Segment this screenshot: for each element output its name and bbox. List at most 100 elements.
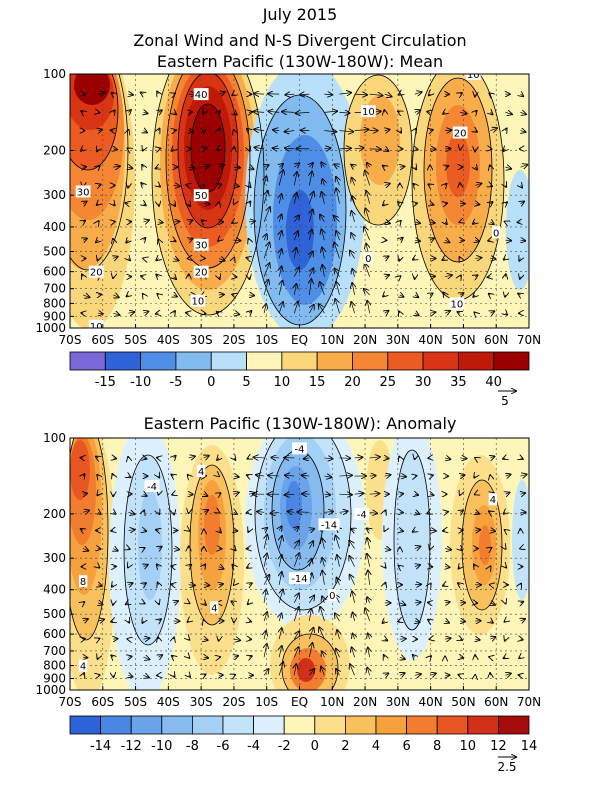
mean-vector-arrow [309,171,312,186]
anomaly-vector-arrow [264,631,266,640]
mean-vector-arrow [473,222,475,224]
mean-colorbar-label: 35 [450,375,467,390]
mean-contour-label: 20 [88,265,104,279]
anomaly-vector-arrow [322,558,324,567]
anomaly-vector-arrow [520,619,525,621]
mean-vector-arrow [490,112,492,114]
anomaly-vector-arrow [204,639,208,640]
anomaly-vector-arrow [414,602,421,603]
anomaly-vector-arrow [369,476,376,477]
mean-vector-arrow [98,166,99,167]
anomaly-x-tick-label: 60S [91,695,114,709]
mean-vector-arrow [204,148,207,149]
mean-vector-arrow [249,167,254,169]
mean-contour-label-bg [449,297,465,310]
mean-colorbar-swatch [104,351,142,371]
anomaly-vector-arrow [504,512,506,513]
mean-vector-arrow [97,204,98,205]
anomaly-x-tick-label: 60N [484,695,508,709]
anomaly-vector-arrow [234,492,239,494]
anomaly-x-tick-label: 40N [419,695,443,709]
anomaly-vector-scale-label: 2.5 [497,760,516,774]
anomaly-vector-arrow [188,621,189,622]
mean-vector-arrow [294,231,298,241]
anom-blob-eq-neg-6 [286,481,302,529]
mean-vector-arrow [219,184,221,185]
anomaly-vector-arrow [128,656,131,657]
mean-colorbar-label: 15 [309,375,326,390]
mean-vector-arrow [112,93,114,94]
anomaly-vector-arrow [428,620,430,621]
anomaly-vector-arrow [83,474,84,476]
anomaly-vector-arrow [203,585,209,586]
anomaly-contour-label: -4 [292,442,307,455]
anomaly-vector-arrow [459,567,461,569]
anomaly-vector-arrow [367,668,369,676]
anomaly-vector-arrow [204,456,209,458]
anomaly-vector-arrow [174,675,175,677]
mean-vector-arrow [98,130,102,131]
mean-vector-arrow [520,165,527,167]
mean-vector-arrow [520,240,525,241]
mean-contour-label-bg [452,126,468,139]
mean-vector-arrow [413,258,415,259]
anomaly-vector-arrow [83,549,88,551]
anomaly-vector-arrow [335,536,339,549]
mean-vector-arrow [279,231,282,241]
mean-vector-arrow [475,183,481,185]
anomaly-vector-arrow [304,458,310,459]
mean-colorbar-swatch [69,351,106,371]
mean-vector-arrow [254,147,265,148]
mean-contour-label-text: 30 [195,241,208,252]
mean-vector-arrow [174,295,177,297]
anomaly-vector-arrow [81,529,83,530]
mean-vector-arrow [264,191,268,204]
mean-vector-arrow [174,240,176,241]
mean-vector-arrow [366,191,369,204]
anomaly-vector-arrow [248,603,249,604]
anomaly-colorbar-swatch [283,715,316,735]
mean-contour-label-text: 0 [493,228,499,239]
mean-colorbar-label: -15 [95,375,116,390]
mean-vector-arrow [143,238,145,240]
mean-vector-arrow [249,311,251,313]
anomaly-contour-labels: -4 4 -4 8 4 4 4 -4 -14 -14 0 [78,442,498,673]
anomaly-colorbar-label: 6 [402,739,410,754]
anomaly-vector-arrow [503,458,505,459]
mean-contour-label: 40 [193,88,209,101]
mean-contour-label-text: 20 [454,129,467,140]
anomaly-vector-arrow [369,512,377,513]
anomaly-vector-arrow [324,476,331,477]
mean-vector-arrow [98,313,103,314]
mean-contour-label-bg [465,74,481,80]
anomaly-y-tick-label: 100 [43,431,66,445]
mean-vector-arrow [475,258,481,259]
mean-vector-arrow [385,222,390,224]
mean-vector-arrow [352,196,355,204]
mean-vector-arrow [365,171,370,186]
anomaly-colorbar-label: 8 [433,739,441,754]
mean-vector-arrow [309,192,313,204]
mean-vector-arrow [385,130,390,131]
mean-vector-arrow [352,283,354,296]
anomaly-vector-arrow [172,494,173,495]
mean-x-tick-label: 70S [59,333,82,347]
anomaly-vector-arrow [505,474,510,476]
mean-vector-arrow [113,257,117,259]
mean-contour-label-text: 20 [195,268,208,279]
mean-vector-arrow [490,222,493,224]
anomaly-vector-arrow [189,639,190,640]
mean-colorbar: -15 -10 -5 0 5 10 15 20 25 30 35 40 [69,351,530,390]
anomaly-vector-arrow [324,494,330,495]
anomaly-vector-arrow [443,585,445,586]
mean-vector-arrow [505,128,506,130]
anomaly-vector-arrow [279,526,281,530]
mean-vector-arrow [460,275,461,276]
mean-contour-label: 10 [360,105,376,118]
mean-vector-arrow [156,167,159,168]
mean-vector-arrow [278,170,283,186]
mean-vector-arrow [445,311,450,313]
anomaly-colorbar-label: -10 [151,739,172,754]
mean-vector-arrow [415,149,418,150]
mean-vector-arrow [219,111,220,112]
